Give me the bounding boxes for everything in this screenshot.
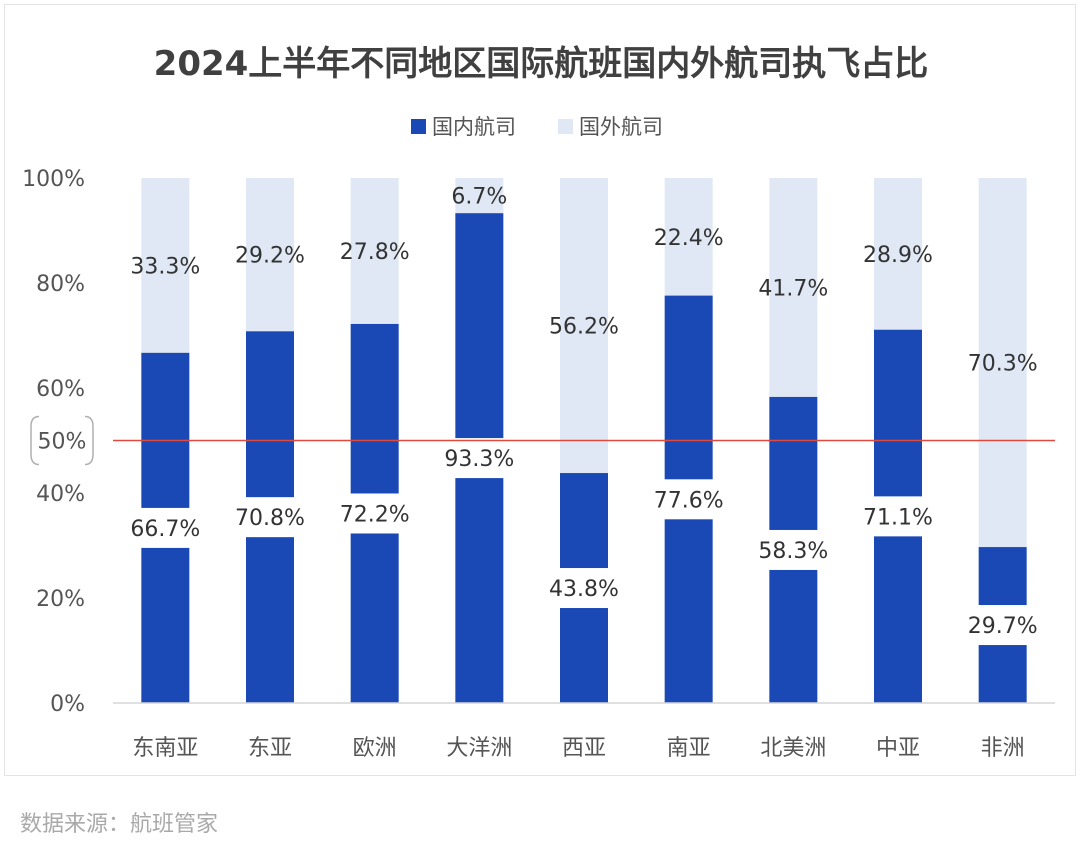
bar-foreign-segment [246,178,294,332]
data-label-background [123,507,208,548]
x-tick-label: 中亚 [876,736,920,761]
data-label-background [960,605,1045,646]
chart-frame: 2024上半年不同地区国际航班国内外航司执飞占比 国内航司 国外航司 0% 20%… [4,4,1076,776]
y-axis: 0% 20% 40% 60% 80% 100% [22,167,85,717]
bar-foreign-segment [560,178,608,474]
legend-label-foreign: 国外航司 [579,115,663,139]
data-label-foreign: 28.9% [863,243,933,268]
data-label-background [751,529,836,570]
y-tick-label: 20% [36,587,85,612]
reference-line-group: 50% [30,415,1055,466]
bar-foreign-segment [874,178,922,330]
bar-foreign-segment [664,178,713,296]
bar-foreign-segment [455,178,504,214]
data-label-background [437,438,522,479]
data-label-foreign: 29.2% [235,244,305,269]
source-note: 数据来源：航班管家 [20,812,219,837]
data-label-foreign: 41.7% [758,276,828,301]
y-tick-label: 100% [22,167,85,192]
x-tick-label: 西亚 [562,736,606,761]
data-label-domestic: 43.8% [549,577,619,602]
x-tick-label: 欧洲 [353,736,397,761]
data-label-foreign: 56.2% [549,315,619,340]
legend-label-domestic: 国内航司 [432,115,516,139]
bar-foreign-segment [769,178,818,397]
data-label-foreign: 6.7% [451,185,507,210]
data-label-domestic: 58.3% [758,539,828,564]
data-label-domestic: 66.7% [130,517,200,542]
x-tick-label: 东南亚 [132,736,198,761]
bars: 66.7% 33.3% 70.8% 29.2% 72.2% 27.8% 93.3% 6.7% 4… [123,178,1045,704]
data-label-foreign: 33.3% [130,254,200,279]
data-label-background [856,496,940,537]
x-tick-label: 北美洲 [760,736,826,761]
x-tick-label: 东亚 [248,736,292,761]
x-tick-label: 南亚 [667,736,711,761]
x-axis: 东南亚 东亚 欧洲 大洋洲 西亚 南亚 北美洲 中亚 非洲 [113,702,1055,761]
reference-line-label: 50% [38,430,87,455]
data-label-background [228,497,312,538]
data-label-domestic: 77.6% [654,488,724,513]
reference-bracket-right [84,415,94,466]
legend-swatch-domestic [411,119,426,134]
data-label-background [332,493,417,534]
data-label-foreign: 70.3% [968,352,1038,377]
chart-title: 2024上半年不同地区国际航班国内外航司执飞占比 [154,44,929,84]
data-label-foreign: 22.4% [654,226,724,251]
data-label-background [646,479,731,520]
bar-foreign-segment [978,178,1027,548]
y-tick-label: 80% [36,272,85,297]
x-tick-label: 大洋洲 [446,736,512,761]
data-label-domestic: 29.7% [968,614,1038,639]
data-label-domestic: 71.1% [863,505,933,530]
data-label-background [542,568,626,609]
x-tick-label: 非洲 [981,736,1025,761]
bar-foreign-segment [141,178,190,353]
y-tick-label: 60% [36,377,85,402]
legend-swatch-foreign [558,119,573,134]
legend: 国内航司 国外航司 [411,115,663,139]
data-label-domestic: 93.3% [444,447,514,472]
data-label-domestic: 72.2% [340,502,410,527]
reference-bracket-left [30,415,40,466]
y-tick-label: 0% [50,692,85,717]
stacked-bar-chart: 2024上半年不同地区国际航班国内外航司执飞占比 国内航司 国外航司 0% 20%… [22,44,1055,761]
y-tick-label: 40% [36,482,85,507]
data-label-domestic: 70.8% [235,506,305,531]
data-label-foreign: 27.8% [340,240,410,265]
bar-foreign-segment [350,178,399,324]
